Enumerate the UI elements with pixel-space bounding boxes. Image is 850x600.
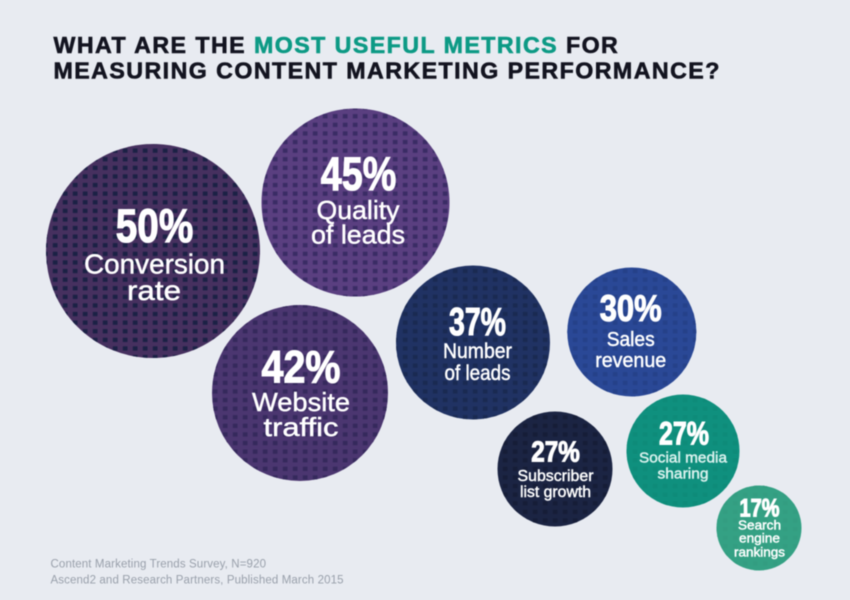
svg-text:Ascend2 and Research Partners,: Ascend2 and Research Partners, Published… [51,575,344,587]
svg-text:30%: 30% [600,287,662,329]
svg-text:Content Marketing Trends Surve: Content Marketing Trends Survey, N=920 [51,559,267,571]
svg-text:Quality: Quality [317,195,400,225]
svg-text:Social media: Social media [639,449,728,466]
svg-text:Number: Number [443,340,512,363]
svg-text:engine: engine [739,531,780,546]
svg-text:Subscriber: Subscriber [518,468,595,485]
svg-text:revenue: revenue [595,350,666,372]
svg-text:Website: Website [252,387,350,417]
svg-text:traffic: traffic [264,412,339,442]
svg-text:50%: 50% [116,199,194,252]
svg-text:27%: 27% [659,416,709,452]
svg-text:Search: Search [738,518,781,533]
svg-text:42%: 42% [262,341,341,392]
svg-text:37%: 37% [449,301,506,344]
svg-text:rate: rate [127,275,181,306]
svg-text:Conversion: Conversion [84,249,225,280]
svg-text:list growth: list growth [520,484,591,501]
svg-text:sharing: sharing [658,465,709,482]
svg-text:of leads: of leads [311,220,405,250]
svg-text:17%: 17% [740,494,780,522]
svg-text:Sales: Sales [607,329,655,351]
svg-text:27%: 27% [531,437,580,469]
svg-text:of leads: of leads [445,362,511,385]
svg-text:rankings: rankings [734,545,785,560]
svg-text:MEASURING CONTENT MARKETING PE: MEASURING CONTENT MARKETING PERFORMANCE? [54,58,721,84]
svg-text:WHAT ARE THE MOST USEFUL METRI: WHAT ARE THE MOST USEFUL METRICS FOR [54,32,620,58]
svg-text:45%: 45% [321,147,397,200]
